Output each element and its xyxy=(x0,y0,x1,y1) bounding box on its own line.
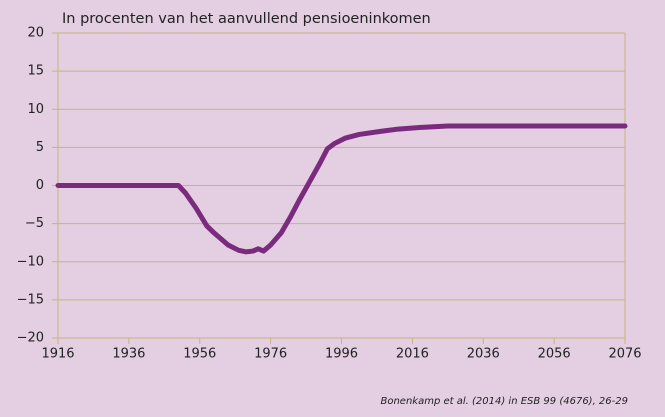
data-line xyxy=(55,123,628,255)
y-tick-label: −20 xyxy=(17,331,44,346)
x-tick-label: 2016 xyxy=(396,347,429,362)
x-tick-label: 2076 xyxy=(608,347,641,362)
x-tick-label: 1956 xyxy=(183,347,216,362)
y-tick-label: −5 xyxy=(25,216,44,231)
x-tick-label: 2056 xyxy=(538,347,571,362)
y-tick-label: 20 xyxy=(27,26,44,41)
y-tick-label: 5 xyxy=(36,140,44,155)
y-tick-label: −10 xyxy=(17,254,44,269)
x-tick-label: 1916 xyxy=(41,347,74,362)
y-tick-label: −15 xyxy=(17,292,44,307)
chart-title: In procenten van het aanvullend pensioen… xyxy=(62,11,431,27)
x-tick-label: 1996 xyxy=(325,347,358,362)
y-tick-label: 0 xyxy=(36,178,44,193)
source-note: Bonenkamp et al. (2014) in ESB 99 (4676)… xyxy=(380,396,628,407)
x-tick-label: 2036 xyxy=(467,347,500,362)
x-tick-label: 1976 xyxy=(254,347,287,362)
y-tick-label: 15 xyxy=(27,64,44,79)
x-tick-label: 1936 xyxy=(112,347,145,362)
y-tick-label: 10 xyxy=(27,102,44,117)
